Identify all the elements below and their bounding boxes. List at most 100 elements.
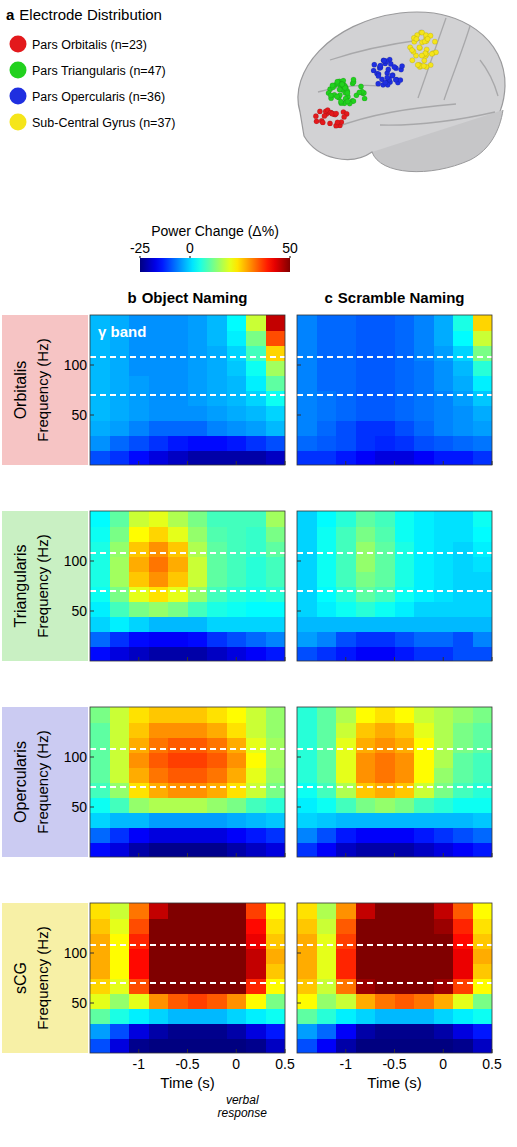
heatmap-cell (168, 752, 188, 768)
heatmap-cell (188, 375, 208, 391)
heatmap-cell (414, 571, 434, 587)
heatmap-cell (188, 315, 208, 331)
heatmap-cell (110, 631, 130, 647)
heatmap-cell (336, 571, 356, 587)
heatmap-cell (168, 601, 188, 617)
electrode (393, 77, 398, 82)
heatmap-cell (336, 586, 356, 602)
heatmap-cell (317, 541, 337, 557)
heatmap-cell (375, 752, 395, 768)
heatmap-cell (473, 752, 493, 768)
heatmap-cell (188, 586, 208, 602)
panel-frame (297, 707, 492, 857)
heatmap-cell (297, 390, 317, 406)
heatmap-cell (207, 707, 227, 723)
heatmap (90, 903, 285, 1053)
heatmap-cell (336, 330, 356, 346)
heatmap-cell (90, 797, 110, 813)
y-tick (297, 807, 301, 808)
heatmap-cell (246, 948, 266, 964)
heatmap-cell (129, 752, 149, 768)
heatmap-cell (90, 556, 110, 572)
x-tick (492, 1049, 493, 1053)
heatmap-cell (110, 541, 130, 557)
row-label: Triangularis (12, 545, 29, 628)
heatmap-cell (414, 903, 434, 919)
heatmap-cell (356, 842, 376, 857)
heatmap-cell (414, 601, 434, 617)
band-line (90, 748, 285, 750)
heatmap-cell (453, 737, 473, 753)
heatmap-cell (246, 511, 266, 527)
heatmap-cell (395, 827, 415, 843)
heatmap-cell (266, 993, 286, 1009)
heatmap-cell (110, 707, 130, 723)
heatmap-cell (375, 812, 395, 828)
heatmap-cell (129, 918, 149, 934)
heatmap-cell (395, 646, 415, 661)
heatmap-cell (356, 616, 376, 632)
heatmap-cell (317, 933, 337, 949)
heatmap-cell (227, 631, 247, 647)
heatmap-cell (227, 345, 247, 361)
heatmap-cell (317, 737, 337, 753)
column-title: cScramble Naming (324, 289, 464, 306)
heatmap (90, 511, 285, 661)
heatmap-cell (149, 993, 169, 1009)
electrode (425, 36, 430, 41)
panel-title: Electrode Distribution (19, 6, 162, 23)
heatmap-cell (297, 963, 317, 979)
heatmap-cell (356, 541, 376, 557)
heatmap-cell (149, 616, 169, 632)
heatmap-cell (473, 948, 493, 964)
heatmap-cell (188, 903, 208, 919)
heatmap-cell (129, 722, 149, 738)
heatmap-cell (395, 993, 415, 1009)
heatmap-cell (395, 797, 415, 813)
heatmap-cell (395, 842, 415, 857)
heatmap-cell (395, 963, 415, 979)
heatmap-cell (129, 571, 149, 587)
heatmap-cell (297, 827, 317, 843)
heatmap-cell (375, 978, 395, 994)
heatmap-cell (473, 827, 493, 843)
heatmap-cell (453, 842, 473, 857)
heatmap-cell (356, 1008, 376, 1024)
electrode (320, 120, 325, 125)
heatmap-cell (395, 601, 415, 617)
heatmap-cell (149, 948, 169, 964)
heatmap-cell (336, 315, 356, 331)
electrode (330, 83, 335, 88)
heatmap-cell (317, 631, 337, 647)
heatmap-cell (207, 420, 227, 436)
electrode (362, 96, 367, 101)
heatmap-cell (90, 586, 110, 602)
heatmap-cell (110, 450, 130, 465)
heatmap-cell (188, 405, 208, 421)
heatmap-cell (246, 903, 266, 919)
heatmap-cell (149, 586, 169, 602)
heatmap-cell (434, 360, 454, 376)
heatmap-cell (266, 737, 286, 753)
heatmap-cell (188, 450, 208, 465)
heatmap-cell (434, 646, 454, 661)
heatmap-cell (414, 345, 434, 361)
heatmap-cell (266, 646, 286, 661)
heatmap-cell (207, 330, 227, 346)
heatmap-cell (375, 1023, 395, 1039)
heatmap-cell (129, 390, 149, 406)
y-tick (90, 807, 94, 808)
heatmap-cell (414, 752, 434, 768)
heatmap-cell (317, 601, 337, 617)
heatmap-cell (434, 571, 454, 587)
heatmap-cell (434, 903, 454, 919)
heatmap-cell (266, 1023, 286, 1039)
heatmap-cell (375, 722, 395, 738)
heatmap-cell (297, 360, 317, 376)
heatmap-cell (188, 526, 208, 542)
heatmap-cell (336, 1008, 356, 1024)
heatmap-cell (434, 616, 454, 632)
heatmap-cell (297, 616, 317, 632)
heatmap-cell (207, 752, 227, 768)
heatmap-cell (434, 782, 454, 798)
